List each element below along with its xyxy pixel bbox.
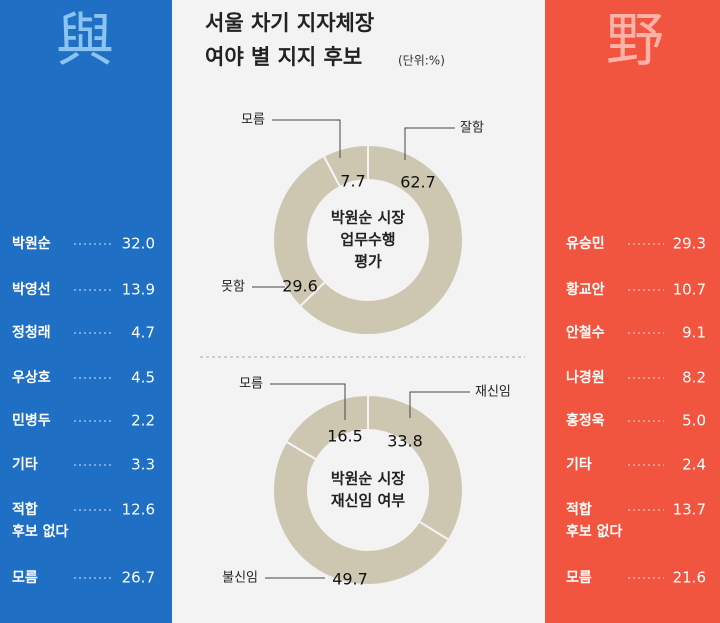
opposition-symbol: 野 [606,6,664,74]
candidate-name: 모름 [566,570,592,586]
callout-line [409,391,470,418]
donut-title: 평가 [354,253,382,271]
category-label: 불신임 [222,571,258,586]
unit: (단위:%) [398,54,445,68]
candidate-name: 후보 없다 [12,524,69,540]
candidate-value: 8.2 [682,369,706,387]
value-label: 33.8 [387,432,423,451]
donut-title: 박원순 시장 [331,470,405,488]
title: 서울 차기 지자체장 [205,11,374,35]
value-label: 49.7 [332,570,368,589]
candidate-value: 5.0 [682,412,706,430]
candidate-name: 후보 없다 [566,524,623,540]
donut-title: 업무수행 [340,231,395,249]
candidate-value: 10.7 [673,281,706,299]
category-label: 모름 [239,377,263,392]
candidate-name: 민병두 [12,412,51,429]
donut-segment [322,143,369,189]
donut-segment [272,440,451,587]
candidate-name: 적합 [566,501,592,518]
category-label: 재신임 [475,385,511,400]
candidate-value: 13.7 [673,501,706,519]
candidate-name: 황교안 [566,281,605,298]
candidate-value: 21.6 [673,569,706,587]
candidate-value: 12.6 [122,501,155,519]
candidate-value: 2.2 [131,412,155,430]
candidate-name: 유승민 [566,235,605,252]
callout-line [404,127,455,160]
value-label: 16.5 [327,427,363,446]
category-label: 모름 [241,113,265,128]
candidate-name: 우상호 [12,370,51,386]
category-label: 못함 [221,280,245,295]
candidate-name: 기타 [566,457,592,473]
candidate-name: 박원순 [12,235,51,252]
ruling-panel [0,0,172,623]
donut-title: 재신임 여부 [331,492,405,510]
candidate-value: 2.4 [682,456,706,474]
candidate-name: 박영선 [12,281,51,298]
candidate-value: 4.7 [131,324,155,342]
candidate-name: 정청래 [12,324,51,341]
candidate-value: 9.1 [682,324,706,342]
candidate-value: 13.9 [122,281,155,299]
donut-segment [298,143,464,336]
candidate-name: 적합 [12,501,38,518]
donut-segment [367,393,464,542]
donut-title: 박원순 시장 [331,209,405,227]
ruling-symbol: 與 [56,6,114,74]
value-label: 29.6 [282,277,318,296]
candidate-name: 기타 [12,457,38,473]
candidate-name: 홍정욱 [566,412,605,429]
title: 여야 별 지지 후보 [205,45,362,69]
opposition-panel [545,0,720,623]
candidate-value: 32.0 [122,235,155,253]
category-label: 잘함 [460,121,484,136]
candidate-name: 안철수 [566,324,605,341]
candidate-value: 4.5 [131,369,155,387]
callout-line [272,119,341,158]
candidate-value: 26.7 [122,569,155,587]
value-label: 62.7 [400,173,436,192]
callout-line [270,383,346,420]
value-label: 7.7 [340,172,365,191]
candidate-value: 3.3 [131,456,155,474]
candidate-name: 모름 [12,570,38,586]
donut-segment [284,393,369,461]
candidate-name: 나경원 [566,369,605,386]
candidate-value: 29.3 [673,235,706,253]
